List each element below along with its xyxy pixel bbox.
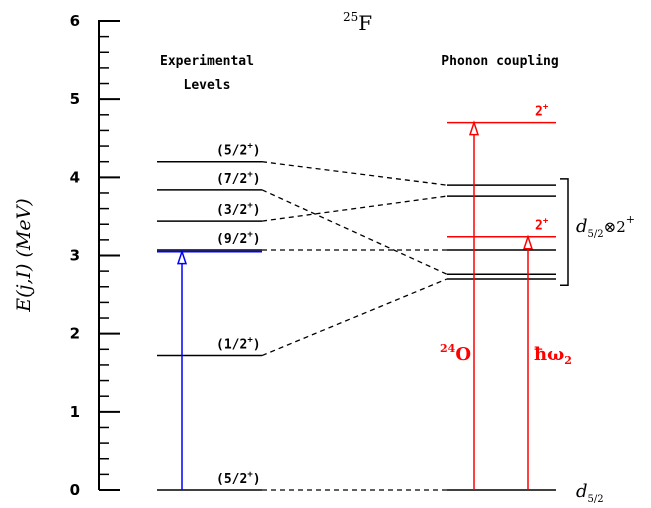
y-axis: 0 1 2 3 4 5 6 E(j,I) (MeV) (13, 12, 120, 499)
ground-state-label: d5/2 (576, 481, 604, 505)
y-axis-label: E(j,I) (MeV) (13, 198, 35, 312)
experimental-header-line1: Experimental (160, 54, 254, 69)
tick-label: 1 (70, 403, 80, 421)
ground-subscript: 5/2 (588, 494, 604, 505)
level-close: ) (253, 472, 261, 487)
tick-label: 5 (70, 90, 80, 108)
level-spin: (3/2 (216, 203, 247, 218)
tick-label: 2 (70, 325, 80, 343)
multiplet-tensor: ⊗2 (604, 218, 626, 236)
level-close: ) (253, 172, 261, 187)
multiplet-bracket (560, 178, 569, 286)
connection-line (261, 195, 448, 222)
title-element: F (358, 11, 372, 35)
hbar-omega-subscript: 2 (564, 354, 572, 367)
level-parity: + (247, 230, 253, 240)
tick-label: 3 (70, 247, 80, 265)
hbar-omega-label: ħω2 (534, 344, 572, 367)
level-parity: + (247, 201, 253, 211)
connection-line (261, 189, 448, 275)
tick-label: 0 (70, 481, 80, 499)
phonon-base: 2 (535, 219, 543, 234)
phonon-base: 2 (535, 105, 543, 120)
multiplet-subscript: 5/2 (588, 229, 604, 240)
phonon-sup: + (543, 217, 549, 227)
experimental-level-label: (5/2+) (216, 470, 261, 487)
level-spin: (1/2 (216, 338, 247, 353)
level-spin: (5/2 (216, 144, 247, 159)
hbar-omega: ħω (534, 344, 564, 365)
diagram-title: 25F (343, 10, 372, 35)
multiplet-levels (447, 184, 556, 491)
red-arrow-head-2 (522, 234, 534, 250)
ground-d: d (576, 481, 588, 502)
experimental-level-labels: (5/2+)(1/2+)(9/2+)(3/2+)(7/2+)(5/2+) (216, 142, 261, 487)
oxygen-symbol: O (455, 344, 471, 365)
multiplet-d: d (576, 216, 588, 237)
experimental-header-line2: Levels (184, 78, 231, 93)
phonon-level-label: 2+ (535, 103, 549, 120)
level-close: ) (253, 338, 261, 353)
multiplet-label: d5/2⊗2+ (576, 213, 635, 240)
phonon-levels: 2+2+ (447, 103, 556, 238)
experimental-level-label: (5/2+) (216, 142, 261, 159)
connection-line (261, 161, 448, 186)
experimental-level-label: (1/2+) (216, 336, 261, 353)
title-mass-number: 25 (343, 10, 358, 24)
level-parity: + (247, 470, 253, 480)
level-close: ) (253, 232, 261, 247)
connection-lines (261, 161, 448, 491)
multiplet-superscript: + (626, 213, 635, 226)
level-close: ) (253, 203, 261, 218)
experimental-level-label: (7/2+) (216, 170, 261, 187)
connection-line (261, 278, 448, 357)
phonon-sup: + (543, 103, 549, 113)
blue-arrow-head (176, 249, 188, 265)
tick-label: 6 (70, 12, 80, 30)
experimental-levels (157, 160, 262, 491)
level-spin: (5/2 (216, 472, 247, 487)
red-arrow-head-1 (468, 120, 480, 136)
level-parity: + (247, 170, 253, 180)
experimental-level-label: (9/2+) (216, 230, 261, 247)
phonon-level-label: 2+ (535, 217, 549, 234)
experimental-level-label: (3/2+) (216, 201, 261, 218)
oxygen-mass: 24 (440, 342, 456, 355)
experimental-excitation-arrow (176, 249, 188, 490)
phonon-arrow-24O (468, 120, 480, 490)
level-parity: + (247, 142, 253, 152)
level-close: ) (253, 144, 261, 159)
oxygen-24-label: 24O (440, 342, 471, 365)
level-spin: (7/2 (216, 172, 247, 187)
phonon-arrow-hbar-omega (522, 234, 534, 490)
bracket-line (560, 178, 569, 286)
tick-label: 4 (70, 168, 80, 186)
phonon-header: Phonon coupling (441, 54, 558, 69)
y-axis-ticks: 0 1 2 3 4 5 6 (70, 12, 120, 499)
level-parity: + (247, 336, 253, 346)
level-spin: (9/2 (216, 232, 247, 247)
